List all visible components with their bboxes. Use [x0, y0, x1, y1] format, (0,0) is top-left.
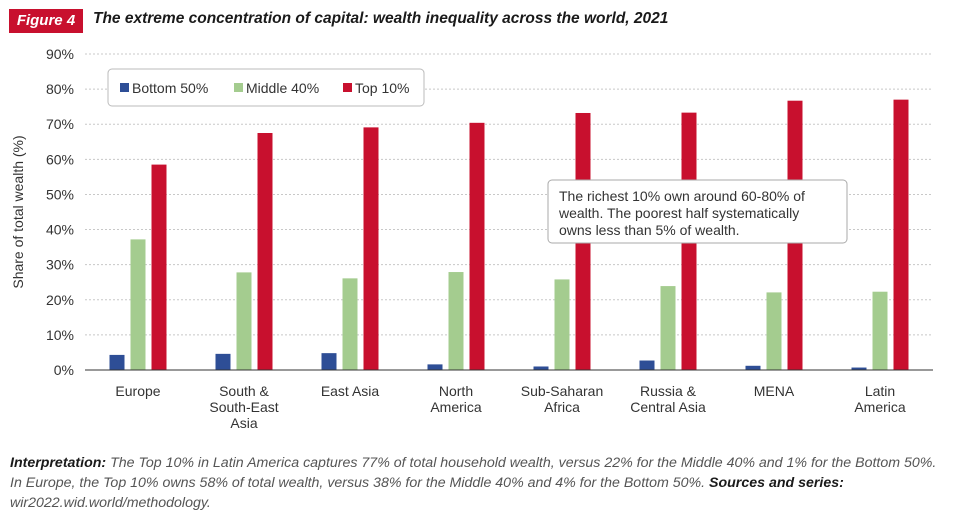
bar: [469, 122, 485, 370]
y-tick-label: 10%: [46, 327, 74, 343]
legend-label: Middle 40%: [246, 80, 319, 96]
x-tick-label: South &: [219, 383, 269, 399]
bar: [554, 279, 570, 370]
x-tick-label: Central Asia: [630, 399, 706, 415]
y-tick-label: 80%: [46, 81, 74, 97]
annotation-box: [547, 179, 848, 244]
bar: [321, 353, 337, 370]
interpretation-label: Interpretation:: [10, 455, 107, 471]
bar: [745, 365, 761, 370]
legend-swatch: [234, 83, 243, 92]
x-tick-label: America: [854, 399, 906, 415]
bar: [639, 360, 655, 370]
x-tick-label: Asia: [230, 415, 257, 431]
y-tick-label: 70%: [46, 116, 74, 132]
legend-label: Bottom 50%: [132, 80, 208, 96]
y-tick-label: 90%: [46, 46, 74, 62]
bar: [427, 364, 443, 370]
annotation-text: wealth. The poorest half systematically: [558, 205, 799, 221]
bar: [236, 272, 252, 370]
x-tick-label: Russia &: [640, 383, 697, 399]
bar: [215, 353, 231, 370]
y-tick-label: 50%: [46, 186, 74, 202]
bar-chart: 0% 10% 20% 30% 40% 50% 60% 70% 80% 90% Share of to…: [10, 46, 933, 431]
annotation-text: owns less than 5% of wealth.: [559, 222, 740, 238]
bar: [893, 99, 909, 371]
legend-swatch: [343, 83, 352, 92]
bar: [766, 292, 782, 370]
legend-swatch: [120, 83, 129, 92]
y-tick-label: 30%: [46, 257, 74, 273]
bar: [448, 272, 464, 370]
bar: [109, 354, 125, 370]
figure-title: The extreme concentration of capital: we…: [93, 10, 669, 27]
bar: [533, 366, 549, 370]
x-tick-label: East Asia: [321, 383, 380, 399]
bar: [151, 164, 167, 370]
x-tick-label: North: [439, 383, 473, 399]
interpretation-note: Interpretation: The Top 10% in Latin Ame…: [10, 453, 952, 513]
y-axis-label: Share of total wealth (%): [10, 135, 26, 288]
y-tick-label: 0%: [54, 362, 74, 378]
y-tick-label: 60%: [46, 151, 74, 167]
x-tick-label: South-East: [209, 399, 278, 415]
y-tick-label: 20%: [46, 292, 74, 308]
x-tick-label: Sub-Saharan: [521, 383, 604, 399]
x-tick-label: Europe: [115, 383, 160, 399]
x-tick-label: Latin: [865, 383, 895, 399]
sources-label: Sources and series:: [709, 475, 844, 491]
bar: [342, 278, 358, 370]
legend-label: Top 10%: [355, 80, 409, 96]
legend-box: [107, 68, 425, 107]
figure-label: Figure 4: [9, 9, 83, 33]
y-tick-label: 40%: [46, 222, 74, 238]
annotation-text: The richest 10% own around 60-80% of: [559, 188, 805, 204]
bar: [363, 127, 379, 370]
x-tick-label: MENA: [754, 383, 795, 399]
bar: [130, 239, 146, 370]
bar: [257, 133, 273, 370]
x-tick-label: America: [430, 399, 482, 415]
bar: [872, 291, 888, 370]
interpretation-text: The Top 10% in Latin America captures 77…: [10, 455, 937, 491]
x-tick-label: Africa: [544, 399, 580, 415]
sources-text: wir2022.wid.world/methodology.: [10, 495, 211, 511]
bar: [660, 286, 676, 370]
bar: [851, 367, 867, 370]
